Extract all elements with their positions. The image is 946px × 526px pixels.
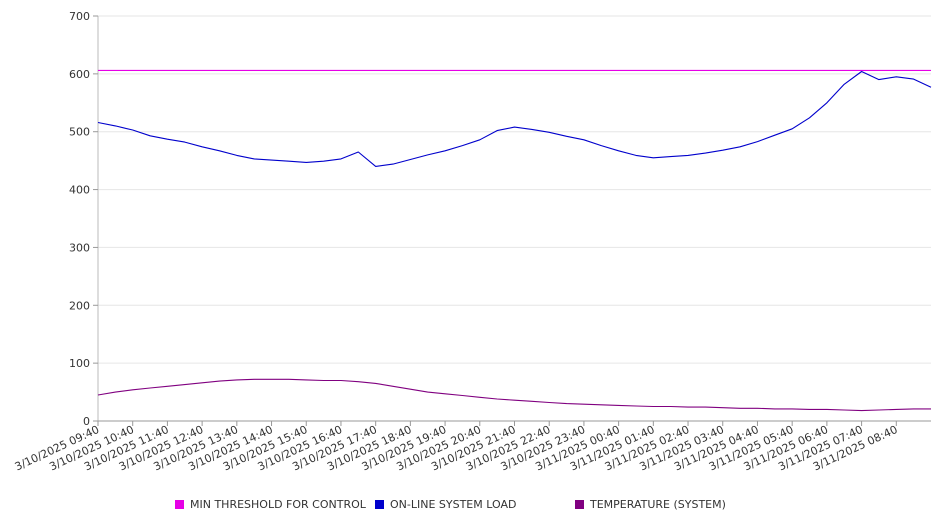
legend-label: TEMPERATURE (SYSTEM) [590, 498, 726, 511]
series-line-temperature-system [97, 378, 931, 412]
legend-label: MIN THRESHOLD FOR CONTROL [190, 498, 366, 511]
y-tick-label-0: 0 [83, 415, 90, 428]
legend-swatch [575, 500, 584, 509]
legend-label: ON-LINE SYSTEM LOAD [390, 498, 517, 511]
y-tick-label-300: 300 [69, 241, 90, 254]
x-tick-labels: 3/10/2025 09:403/10/2025 10:403/10/2025 … [13, 421, 900, 473]
y-gridlines [98, 15, 931, 364]
y-tick-label-500: 500 [69, 126, 90, 139]
y-tick-labels: 0 100 200 300 400 500 600 700 [69, 10, 98, 428]
y-tick-label-600: 600 [69, 68, 90, 81]
axes [97, 16, 931, 422]
y-tick-label-700: 700 [69, 10, 90, 23]
legend-item: TEMPERATURE (SYSTEM) [575, 498, 726, 511]
y-tick-label-400: 400 [69, 184, 90, 197]
legend-item: ON-LINE SYSTEM LOAD [375, 498, 516, 511]
legend-swatch [175, 500, 184, 509]
series-layer [97, 69, 932, 412]
legend-item: MIN THRESHOLD FOR CONTROL [175, 498, 366, 511]
y-tick-label-200: 200 [69, 299, 90, 312]
legend-swatch [375, 500, 384, 509]
legend: MIN THRESHOLD FOR CONTROL ON-LINE SYSTEM … [0, 498, 946, 514]
series-line-on-line-system-load [97, 70, 932, 167]
y-tick-label-100: 100 [69, 357, 90, 370]
